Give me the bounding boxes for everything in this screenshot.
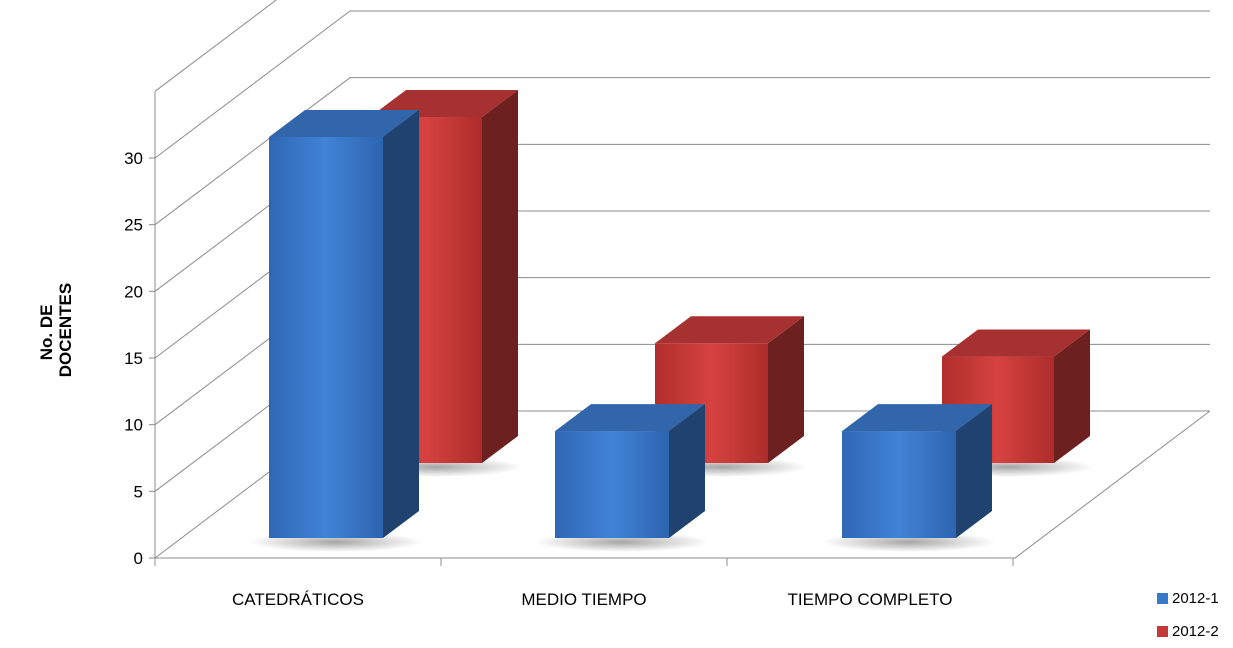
bar-front (269, 137, 383, 538)
y-tick-label: 25 (124, 216, 143, 235)
gridline (154, 0, 277, 92)
y-tick-label: 30 (124, 149, 143, 168)
bar-top (269, 110, 419, 137)
y-axis: 0 5 10 15 20 25 30 (124, 149, 155, 568)
x-tick-label: CATEDRÁTICOS (232, 590, 364, 609)
y-tick-label: 5 (134, 482, 143, 501)
bars (249, 90, 1094, 552)
legend-item-2012-1: 2012-1 (1157, 590, 1219, 607)
y-tick-label: 0 (134, 549, 143, 568)
bar-2012-1-1 (535, 404, 709, 552)
bar-side (482, 90, 518, 463)
gridline (154, 10, 1210, 159)
legend: 2012-1 2012-2 (1157, 590, 1219, 640)
bar-top (842, 404, 992, 432)
y-axis-label: No. DE DOCENTES (37, 283, 75, 377)
bar-top (555, 404, 705, 432)
bar-2012-1-0 (249, 110, 423, 552)
legend-label: 2012-2 (1172, 623, 1219, 640)
legend-swatch (1157, 593, 1168, 604)
floor-edge (155, 410, 1211, 559)
y-axis-label-line-2: DOCENTES (56, 283, 75, 377)
legend-item-2012-2: 2012-2 (1157, 623, 1219, 640)
bar-side (956, 404, 992, 538)
y-tick-label: 15 (124, 349, 143, 368)
bar-2012-1-2 (822, 404, 996, 552)
bar-top (655, 316, 804, 344)
y-tick-label: 20 (124, 282, 143, 301)
bar-front (555, 431, 669, 538)
bar-side (669, 404, 705, 538)
bar-side (768, 316, 804, 463)
legend-label: 2012-1 (1172, 590, 1219, 607)
x-axis: CATEDRÁTICOS MEDIO TIEMPO TIEMPO COMPLETO (154, 558, 1014, 609)
x-tick-label: TIEMPO COMPLETO (788, 590, 953, 609)
y-tick-label: 10 (124, 416, 143, 435)
bar-side (1054, 329, 1090, 463)
x-tick-label: MEDIO TIEMPO (521, 590, 646, 609)
bar-side (383, 110, 419, 538)
legend-swatch (1157, 626, 1168, 637)
gridline (154, 77, 1210, 226)
y-axis-label-line-1: No. DE (37, 305, 56, 361)
bar-front (842, 431, 956, 538)
bar-top (942, 329, 1090, 357)
